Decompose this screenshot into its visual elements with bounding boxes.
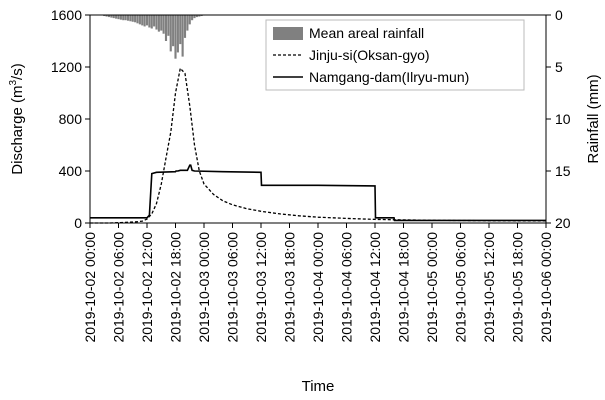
rainfall-bar [145, 15, 149, 26]
legend-swatch-rainfall [273, 27, 303, 40]
x-axis: 2019-10-02 00:00 2019-10-02 06:00 2019-10-… [82, 223, 554, 343]
rainfall-bar [122, 15, 125, 21]
legend-label-jinju: Jinju-si(Oksan-gyo) [309, 47, 430, 63]
rainfall-bar [169, 15, 172, 52]
rainfall-bar [183, 15, 187, 38]
x-tick-label: 2019-10-03 06:00 [225, 232, 241, 343]
rainfall-bar [103, 15, 106, 17]
left-tick-label: 0 [74, 215, 82, 231]
left-tick-label: 1600 [51, 7, 82, 23]
x-tick-label: 2019-10-05 00:00 [424, 232, 440, 343]
right-tick-label: 15 [555, 163, 571, 179]
rainfall-bar [153, 15, 156, 27]
rainfall-bar [188, 15, 191, 25]
x-tick-label: 2019-10-05 06:00 [453, 232, 469, 343]
rainfall-bar [200, 15, 203, 17]
right-tick-label: 10 [555, 111, 571, 127]
right-tick-label: 5 [555, 59, 563, 75]
rainfall-bar [131, 15, 134, 22]
rainfall-bar [174, 15, 177, 59]
rainfall-bar [148, 15, 151, 28]
rainfall-bar [176, 15, 179, 53]
x-tick-label: 2019-10-02 12:00 [139, 232, 155, 343]
x-tick-label: 2019-10-02 06:00 [111, 232, 127, 343]
y-axis-left-label-sup: 3 [8, 80, 19, 86]
rainfall-bar [141, 15, 144, 26]
y-axis-left-label-prefix: Discharge (m [9, 86, 26, 175]
legend: Mean areal rainfall Jinju-si(Oksan-gyo) … [265, 19, 525, 91]
rainfall-bar [136, 15, 139, 24]
rainfall-bar [134, 15, 137, 23]
x-tick-label: 2019-10-02 18:00 [168, 232, 184, 343]
x-tick-label: 2019-10-04 06:00 [339, 232, 355, 343]
rainfall-bar [193, 15, 196, 19]
right-tick-label: 0 [555, 7, 563, 23]
rainfall-bar [115, 15, 118, 19]
rainfall-bar [164, 15, 168, 41]
rainfall-bar [172, 15, 175, 47]
rainfall-bar [195, 15, 198, 18]
x-tick-label: 2019-10-06 00:00 [538, 232, 554, 343]
rainfall-bar [198, 15, 201, 17]
rainfall-bar [155, 15, 158, 30]
rainfall-bar [179, 15, 182, 45]
x-tick-label: 2019-10-04 18:00 [396, 232, 412, 343]
rainfall-bar [124, 15, 127, 21]
rainfall-bar [186, 15, 189, 31]
x-tick-label: 2019-10-03 00:00 [196, 232, 212, 343]
y-axis-left-label: Discharge (m3/s) [8, 63, 26, 174]
x-tick-label: 2019-10-05 18:00 [510, 232, 526, 343]
left-tick-label: 400 [59, 163, 83, 179]
rainfall-bar [181, 15, 184, 57]
rainfall-bar [126, 15, 130, 21]
x-tick-label: 2019-10-02 00:00 [82, 232, 98, 343]
rainfall-bars [103, 15, 206, 59]
x-tick-label: 2019-10-03 12:00 [253, 232, 269, 343]
rainfall-bar [110, 15, 113, 18]
left-tick-label: 800 [59, 111, 83, 127]
rainfall-bar [162, 15, 165, 34]
rainfall-bar [107, 15, 111, 18]
x-tick-label: 2019-10-04 12:00 [367, 232, 383, 343]
rainfall-bar [160, 15, 163, 31]
rainfall-bar [191, 15, 194, 21]
legend-label-rainfall: Mean areal rainfall [309, 25, 424, 41]
rainfall-bar [150, 15, 153, 29]
rainfall-bar [105, 15, 108, 17]
legend-box [265, 19, 525, 91]
rainfall-bar [129, 15, 132, 22]
y-axis-left-label-suffix: /s) [9, 63, 26, 80]
namgang-discharge-line [90, 164, 546, 222]
rainfall-bar [143, 15, 146, 27]
rainfall-bar [117, 15, 120, 20]
rainfall-bar [157, 15, 160, 32]
jinju-discharge-line [90, 66, 547, 224]
legend-label-namgang: Namgang-dam(Ilryu-mun) [309, 69, 469, 85]
rainfall-bar [167, 15, 170, 36]
x-tick-label: 2019-10-05 12:00 [481, 232, 497, 343]
rainfall-bar [119, 15, 122, 20]
x-tick-label: 2019-10-03 18:00 [282, 232, 298, 343]
left-tick-label: 1200 [51, 59, 82, 75]
right-tick-label: 20 [555, 215, 571, 231]
x-tick-label: 2019-10-04 00:00 [310, 232, 326, 343]
right-axis: 0 5 10 15 20 [546, 7, 571, 231]
rainfall-bar [138, 15, 141, 25]
y-axis-right-label: Rainfall (mm) [585, 74, 602, 163]
left-axis: 0 400 800 1200 1600 [51, 7, 90, 231]
rainfall-bar [112, 15, 115, 19]
x-axis-label: Time [302, 378, 335, 395]
discharge-lines [90, 66, 547, 224]
